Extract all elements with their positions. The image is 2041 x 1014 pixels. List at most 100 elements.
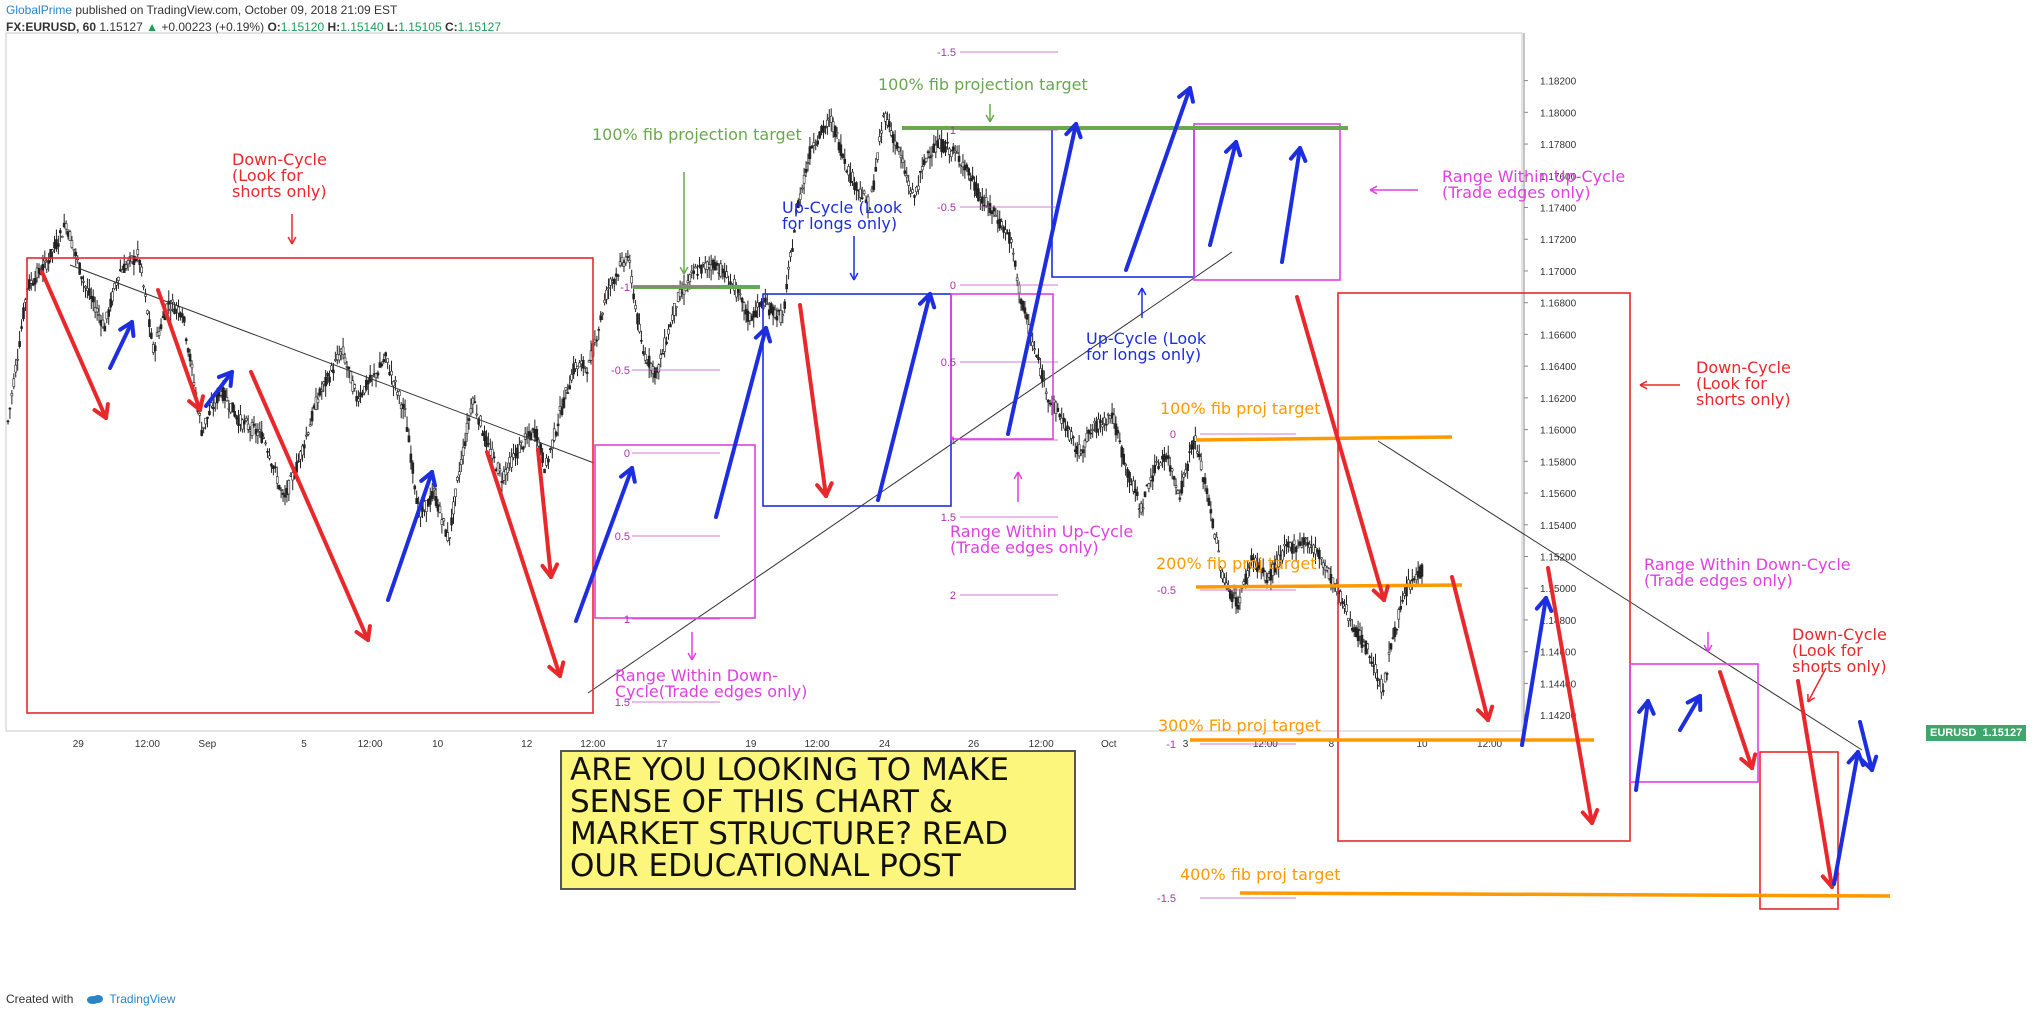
- candle-body: [1209, 509, 1213, 514]
- range-box: [1193, 123, 1341, 281]
- x-tick-label: Oct: [1101, 739, 1117, 750]
- candle-body: [626, 256, 630, 258]
- candle-body: [738, 293, 742, 296]
- down-swing-arrow-shaft: [1546, 566, 1594, 825]
- candle-body: [1296, 545, 1300, 549]
- up-swing-arrow: [714, 326, 773, 519]
- annotation-line: Up-Cycle (Look: [782, 198, 903, 217]
- candle-body: [304, 434, 308, 437]
- up-swing-arrow-head: [753, 326, 768, 340]
- candle-body: [14, 364, 18, 373]
- down-swing-arrow-head: [354, 629, 370, 642]
- chart-annotation: Range Within Down-Cycle(Trade edges only…: [1644, 555, 1851, 590]
- x-tick-label: 3: [1183, 739, 1189, 750]
- candle-body: [208, 410, 211, 416]
- candle-body: [1345, 604, 1348, 612]
- candle-body: [1254, 557, 1257, 563]
- candle-body: [231, 402, 234, 413]
- candle-body: [713, 262, 717, 271]
- candle-body: [841, 153, 845, 158]
- down-swing-arrow-shaft: [536, 448, 553, 579]
- candle-body: [1184, 469, 1187, 474]
- candle-body: [70, 240, 74, 248]
- candle-body: [1192, 440, 1195, 450]
- candle-body: [1292, 539, 1296, 545]
- educational-post-callout[interactable]: ARE YOU LOOKING TO MAKE SENSE OF THIS CH…: [560, 750, 1076, 890]
- down-swing-arrow-head: [1486, 704, 1495, 722]
- annotation-line: (Trade edges only): [1644, 571, 1793, 590]
- candle-body: [653, 367, 657, 378]
- tradingview-link[interactable]: TradingView: [85, 992, 175, 1006]
- candle-body: [560, 407, 564, 415]
- down-swing-arrow: [485, 450, 566, 678]
- pointer-head: [1639, 384, 1648, 390]
- candle-body: [822, 125, 825, 133]
- candle-body: [136, 249, 140, 255]
- candle-body: [1331, 577, 1335, 589]
- candle-body: [479, 415, 482, 427]
- candle-body: [676, 292, 680, 302]
- candle-body: [1277, 554, 1280, 568]
- candle-body: [268, 455, 271, 459]
- candle-body: [177, 306, 180, 314]
- candle-body: [1170, 468, 1174, 472]
- candle-body: [554, 432, 558, 436]
- down-swing-arrow-head: [815, 483, 828, 498]
- down-swing-arrow: [798, 303, 834, 498]
- candle-body: [521, 446, 525, 450]
- candle-body: [1176, 490, 1180, 494]
- candle-body: [953, 150, 957, 153]
- candle-body: [647, 355, 651, 368]
- candle-body: [332, 369, 335, 374]
- candle-body: [254, 428, 258, 435]
- candle-body: [920, 166, 924, 171]
- candle-body: [874, 166, 878, 172]
- candle-body: [984, 197, 988, 207]
- price-chart[interactable]: 1.142001.144001.146001.148001.150001.152…: [0, 0, 2041, 984]
- candle-body: [303, 444, 306, 449]
- candle-body: [45, 261, 49, 270]
- candle-body: [1025, 314, 1029, 320]
- candle-body: [870, 188, 874, 192]
- candle-body: [1290, 542, 1294, 554]
- publisher-name[interactable]: GlobalPrime: [6, 3, 73, 17]
- price-change: +0.00223 (+0.19%): [161, 20, 265, 34]
- candle-body: [1166, 455, 1170, 459]
- down-swing-arrow: [1796, 679, 1840, 889]
- candle-body: [1304, 537, 1308, 540]
- candle-body: [74, 251, 78, 257]
- down-swing-arrow: [1546, 566, 1600, 825]
- chart-annotation: 200% fib proj target: [1156, 554, 1317, 573]
- candle-body: [392, 381, 395, 387]
- down-swing-arrow-shaft: [485, 450, 562, 678]
- candle-body: [1141, 507, 1145, 510]
- candle-body: [566, 392, 570, 394]
- candle-body: [328, 376, 331, 383]
- pointer-head: [1703, 644, 1709, 653]
- candle-body: [781, 314, 785, 317]
- candle-body: [430, 491, 434, 499]
- candle-body: [632, 293, 635, 300]
- annotation-line: 100% fib proj target: [1160, 399, 1321, 418]
- chart-annotation: 100% fib projection target: [878, 75, 1088, 94]
- candle-body: [583, 367, 587, 369]
- pointer-head: [985, 114, 991, 123]
- annotation-line: Range Within Up-Cycle: [1442, 167, 1625, 186]
- candle-body: [1238, 596, 1242, 604]
- candle-body: [107, 309, 111, 317]
- candle-body: [210, 402, 213, 407]
- candle-body: [458, 471, 461, 476]
- candle-body: [233, 411, 236, 417]
- candle-body: [603, 299, 606, 303]
- candle-body: [585, 371, 589, 374]
- candle-body: [926, 151, 930, 154]
- candle-body: [326, 373, 329, 377]
- candle-body: [16, 358, 19, 361]
- candlesticks: [6, 108, 1424, 700]
- candle-body: [824, 126, 827, 129]
- candle-body: [471, 397, 475, 405]
- down-swing-arrow-head: [92, 408, 108, 420]
- candle-body: [1151, 475, 1155, 482]
- candle-body: [907, 180, 910, 186]
- candle-body: [47, 260, 50, 264]
